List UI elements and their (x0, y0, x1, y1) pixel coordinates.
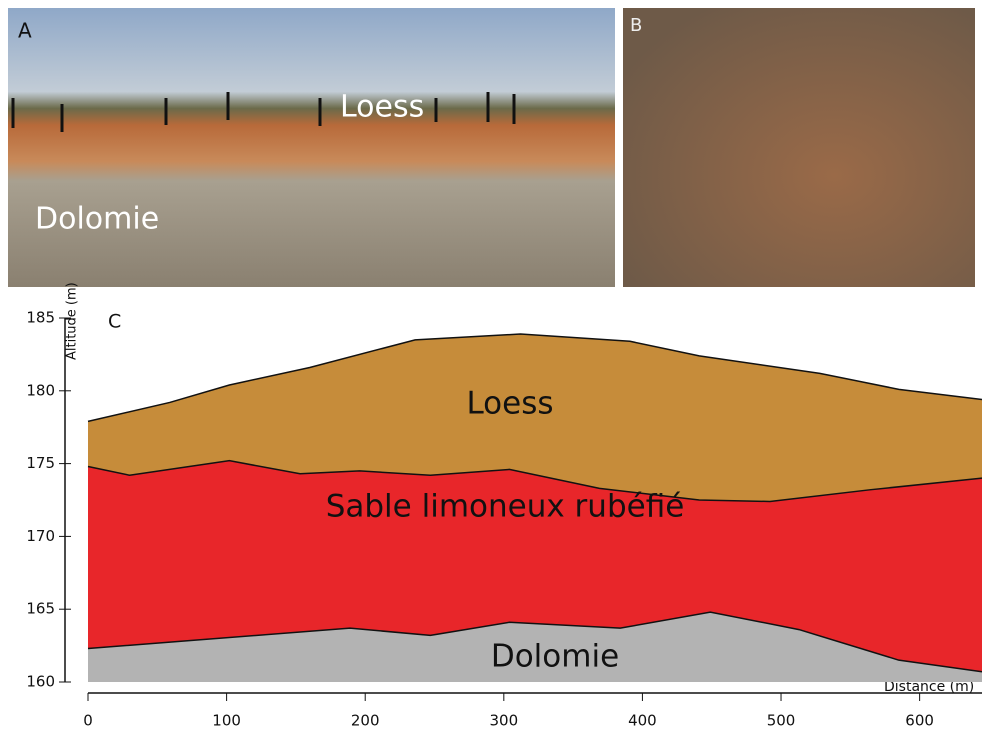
panel-label: C (108, 311, 121, 333)
x-tick-label: 600 (905, 712, 934, 730)
y-tick-label: 175 (26, 454, 55, 472)
photo-annotation: Dolomie (35, 202, 159, 237)
layer-label: Dolomie (491, 639, 619, 675)
figure: A Loess Dolomie B C Altitude (m) Distanc… (0, 0, 982, 733)
x-tick-label: 0 (83, 712, 93, 730)
y-tick-label: 160 (26, 673, 55, 691)
panel-label: B (630, 15, 642, 36)
x-tick-label: 400 (628, 712, 657, 730)
x-tick-label: 500 (767, 712, 796, 730)
panel-label: A (18, 19, 32, 43)
layer-label: Loess (466, 386, 553, 422)
x-tick-label: 100 (212, 712, 241, 730)
photo-a (8, 8, 615, 287)
photo-annotation: Loess (340, 90, 424, 125)
y-axis-label: Altitude (m) (65, 282, 80, 360)
photo-b (623, 8, 975, 287)
layer-label: Sable limoneux rubéfié (326, 489, 685, 525)
x-tick-label: 200 (351, 712, 380, 730)
y-tick-label: 180 (26, 381, 55, 399)
y-tick-label: 165 (26, 600, 55, 618)
y-tick-label: 185 (26, 309, 55, 327)
y-tick-label: 170 (26, 527, 55, 545)
x-tick-label: 300 (489, 712, 518, 730)
